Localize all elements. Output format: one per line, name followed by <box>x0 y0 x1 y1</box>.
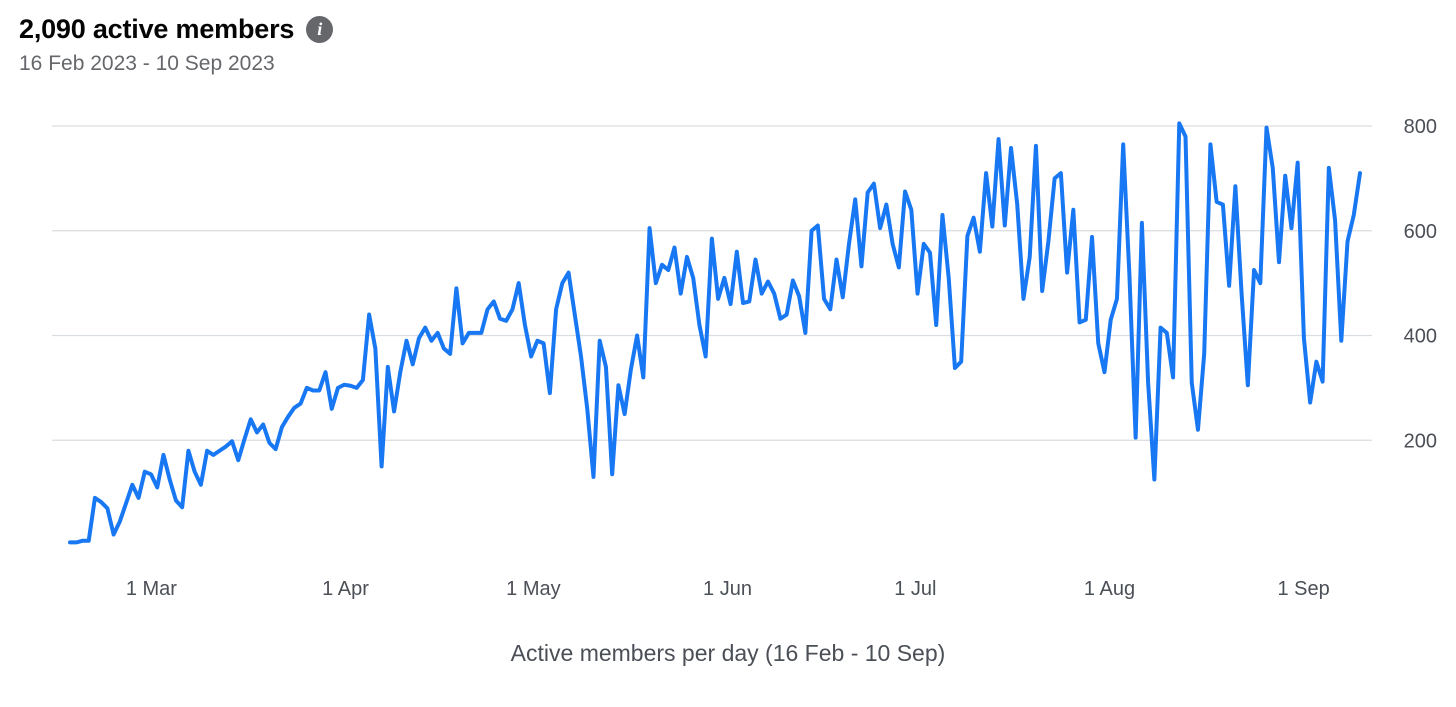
y-axis: 200 400 600 800 <box>1404 116 1437 452</box>
series-layer <box>68 121 1362 545</box>
y-tick-label: 600 <box>1404 221 1437 243</box>
x-tick-label: 1 Jul <box>894 578 936 600</box>
y-tick-label: 200 <box>1404 430 1437 452</box>
x-tick-label: 1 Apr <box>322 578 369 600</box>
x-tick-label: 1 May <box>506 578 560 600</box>
date-range: 16 Feb 2023 - 10 Sep 2023 <box>19 52 275 75</box>
x-tick-label: 1 Jun <box>703 578 752 600</box>
y-tick-label: 800 <box>1404 116 1437 138</box>
chart-caption: Active members per day (16 Feb - 10 Sep) <box>510 640 946 666</box>
x-tick-label: 1 Sep <box>1278 578 1330 600</box>
y-tick-label: 400 <box>1404 326 1437 348</box>
chart-header: 2,090 active members i 16 Feb 2023 - 10 … <box>19 14 334 76</box>
x-tick-label: 1 Aug <box>1084 578 1135 600</box>
info-icon[interactable]: i <box>306 16 334 43</box>
x-tick-label: 1 Mar <box>126 578 177 600</box>
chart-title: 2,090 active members <box>19 14 295 44</box>
x-axis: 1 Mar 1 Apr 1 May 1 Jun 1 Jul 1 Aug 1 Sep <box>126 578 1330 600</box>
series-line <box>68 121 1362 545</box>
title-row: 2,090 active members i <box>19 14 334 45</box>
